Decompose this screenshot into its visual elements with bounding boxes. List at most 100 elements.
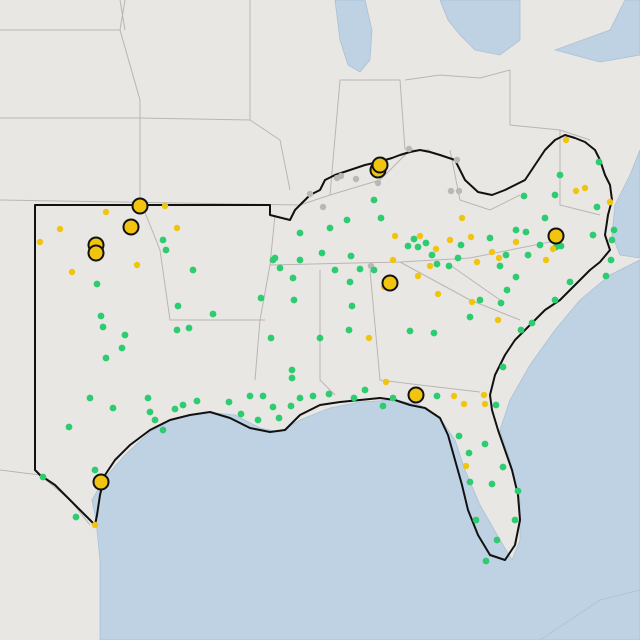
station-marker-ok[interactable]: [497, 299, 505, 307]
station-marker-ok[interactable]: [162, 246, 170, 254]
station-marker-ok[interactable]: [356, 265, 364, 273]
station-marker-warning[interactable]: [36, 238, 44, 246]
station-marker-ok[interactable]: [275, 414, 283, 422]
station-marker-ok[interactable]: [512, 226, 520, 234]
station-marker-ok[interactable]: [541, 214, 549, 222]
station-marker-ok[interactable]: [296, 256, 304, 264]
station-marker-inactive[interactable]: [352, 175, 360, 183]
station-marker-ok[interactable]: [296, 394, 304, 402]
station-marker-ok[interactable]: [457, 241, 465, 249]
station-marker-ok[interactable]: [99, 323, 107, 331]
station-marker-ok[interactable]: [481, 440, 489, 448]
station-marker-ok[interactable]: [512, 273, 520, 281]
station-marker-alert[interactable]: [547, 227, 565, 245]
station-marker-alert[interactable]: [381, 274, 399, 292]
station-marker-ok[interactable]: [269, 256, 277, 264]
station-marker-warning[interactable]: [495, 254, 503, 262]
station-marker-ok[interactable]: [522, 228, 530, 236]
station-marker-ok[interactable]: [173, 326, 181, 334]
station-marker-ok[interactable]: [556, 171, 564, 179]
station-marker-warning[interactable]: [488, 248, 496, 256]
station-marker-ok[interactable]: [465, 449, 473, 457]
station-marker-inactive[interactable]: [447, 187, 455, 195]
station-marker-ok[interactable]: [602, 272, 610, 280]
station-marker-ok[interactable]: [476, 296, 484, 304]
station-marker-ok[interactable]: [316, 334, 324, 342]
station-marker-ok[interactable]: [595, 158, 603, 166]
station-marker-ok[interactable]: [414, 243, 422, 251]
station-marker-ok[interactable]: [259, 392, 267, 400]
station-marker-warning[interactable]: [91, 521, 99, 529]
station-marker-ok[interactable]: [379, 402, 387, 410]
station-marker-warning[interactable]: [389, 256, 397, 264]
station-marker-ok[interactable]: [499, 463, 507, 471]
station-marker-ok[interactable]: [428, 251, 436, 259]
station-marker-ok[interactable]: [193, 397, 201, 405]
station-marker-ok[interactable]: [433, 392, 441, 400]
station-marker-ok[interactable]: [290, 296, 298, 304]
station-marker-ok[interactable]: [121, 331, 129, 339]
station-marker-ok[interactable]: [410, 235, 418, 243]
station-marker-warning[interactable]: [467, 233, 475, 241]
station-marker-ok[interactable]: [91, 466, 99, 474]
station-marker-alert[interactable]: [87, 244, 105, 262]
station-marker-ok[interactable]: [486, 234, 494, 242]
station-marker-ok[interactable]: [502, 251, 510, 259]
station-marker-ok[interactable]: [610, 226, 618, 234]
station-marker-ok[interactable]: [455, 432, 463, 440]
station-marker-ok[interactable]: [517, 326, 525, 334]
station-marker-warning[interactable]: [468, 298, 476, 306]
station-marker-warning[interactable]: [56, 225, 64, 233]
station-marker-ok[interactable]: [309, 392, 317, 400]
station-marker-ok[interactable]: [288, 374, 296, 382]
station-marker-ok[interactable]: [209, 310, 217, 318]
station-marker-ok[interactable]: [146, 408, 154, 416]
station-marker-ok[interactable]: [151, 416, 159, 424]
station-marker-ok[interactable]: [254, 416, 262, 424]
station-marker-ok[interactable]: [345, 326, 353, 334]
station-marker-ok[interactable]: [269, 403, 277, 411]
station-marker-ok[interactable]: [492, 401, 500, 409]
station-marker-ok[interactable]: [185, 324, 193, 332]
station-marker-ok[interactable]: [496, 262, 504, 270]
station-marker-warning[interactable]: [365, 334, 373, 342]
station-marker-ok[interactable]: [93, 280, 101, 288]
station-marker-ok[interactable]: [406, 327, 414, 335]
station-marker-inactive[interactable]: [374, 179, 382, 187]
station-marker-ok[interactable]: [454, 254, 462, 262]
station-marker-warning[interactable]: [542, 256, 550, 264]
station-marker-alert[interactable]: [122, 218, 140, 236]
station-marker-ok[interactable]: [551, 191, 559, 199]
station-marker-alert[interactable]: [407, 386, 425, 404]
station-marker-ok[interactable]: [343, 216, 351, 224]
station-marker-ok[interactable]: [466, 313, 474, 321]
station-marker-ok[interactable]: [350, 394, 358, 402]
station-marker-warning[interactable]: [426, 262, 434, 270]
station-marker-ok[interactable]: [389, 394, 397, 402]
station-marker-warning[interactable]: [432, 245, 440, 253]
station-marker-ok[interactable]: [159, 426, 167, 434]
station-marker-ok[interactable]: [348, 302, 356, 310]
station-marker-ok[interactable]: [267, 334, 275, 342]
station-marker-ok[interactable]: [174, 302, 182, 310]
station-marker-warning[interactable]: [446, 236, 454, 244]
station-marker-ok[interactable]: [445, 262, 453, 270]
station-marker-ok[interactable]: [331, 266, 339, 274]
station-marker-ok[interactable]: [189, 266, 197, 274]
station-marker-ok[interactable]: [144, 394, 152, 402]
station-marker-warning[interactable]: [473, 258, 481, 266]
station-marker-ok[interactable]: [607, 256, 615, 264]
station-marker-ok[interactable]: [225, 398, 233, 406]
station-marker-ok[interactable]: [433, 260, 441, 268]
station-marker-warning[interactable]: [480, 391, 488, 399]
station-marker-ok[interactable]: [86, 394, 94, 402]
station-marker-ok[interactable]: [482, 557, 490, 565]
station-marker-ok[interactable]: [608, 236, 616, 244]
station-marker-ok[interactable]: [370, 196, 378, 204]
station-marker-warning[interactable]: [512, 238, 520, 246]
station-marker-ok[interactable]: [159, 236, 167, 244]
station-marker-warning[interactable]: [414, 272, 422, 280]
station-marker-ok[interactable]: [287, 402, 295, 410]
